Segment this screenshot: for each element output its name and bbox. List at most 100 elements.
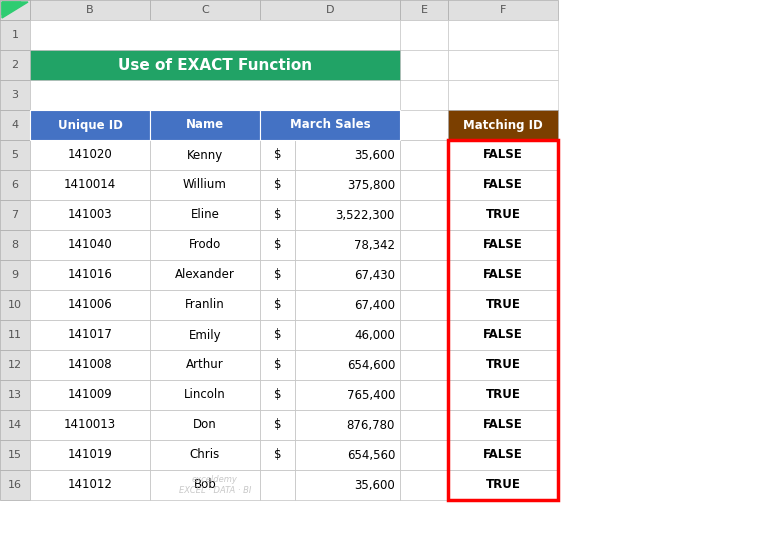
Text: 654,600: 654,600	[347, 358, 395, 371]
Text: 141019: 141019	[67, 448, 113, 461]
Bar	[150, 170, 260, 200]
Bar	[0, 110, 30, 140]
Bar	[150, 200, 260, 230]
Text: FALSE: FALSE	[483, 268, 523, 281]
Text: $: $	[274, 328, 281, 341]
Bar	[448, 140, 558, 500]
Text: 35,600: 35,600	[354, 479, 395, 492]
Bar	[400, 80, 448, 110]
Bar	[295, 170, 400, 200]
Text: $: $	[274, 448, 281, 461]
Text: $: $	[274, 178, 281, 191]
Bar	[448, 470, 558, 500]
Bar	[0, 20, 30, 50]
Text: FALSE: FALSE	[483, 418, 523, 431]
Bar	[30, 380, 150, 410]
Text: 7: 7	[12, 210, 18, 220]
Bar	[30, 140, 150, 170]
Text: Unique ID: Unique ID	[58, 119, 123, 132]
Bar	[295, 410, 400, 440]
Bar	[30, 200, 150, 230]
Bar	[0, 320, 30, 350]
Text: 141008: 141008	[67, 358, 112, 371]
Bar	[0, 260, 30, 290]
Bar	[30, 80, 400, 110]
Text: 14: 14	[8, 420, 22, 430]
Text: 3,522,300: 3,522,300	[336, 209, 395, 222]
Bar	[448, 0, 558, 20]
Bar	[150, 410, 260, 440]
Text: TRUE: TRUE	[486, 479, 521, 492]
Text: 3: 3	[12, 90, 18, 100]
Text: 78,342: 78,342	[354, 238, 395, 251]
Bar	[295, 440, 400, 470]
Text: 1410014: 1410014	[64, 178, 116, 191]
Text: 67,430: 67,430	[354, 268, 395, 281]
Bar	[448, 320, 558, 350]
Bar	[260, 200, 295, 230]
Text: FALSE: FALSE	[483, 178, 523, 191]
Text: FALSE: FALSE	[483, 328, 523, 341]
Bar	[260, 260, 295, 290]
Bar	[0, 440, 30, 470]
Bar	[150, 230, 260, 260]
Text: $: $	[274, 268, 281, 281]
Bar	[448, 380, 558, 410]
Text: $: $	[274, 299, 281, 312]
Text: Bob: Bob	[193, 479, 216, 492]
Bar	[295, 320, 400, 350]
Text: Alexander: Alexander	[175, 268, 235, 281]
Text: 876,780: 876,780	[347, 418, 395, 431]
Text: $: $	[274, 389, 281, 402]
Text: 13: 13	[8, 390, 22, 400]
Text: FALSE: FALSE	[483, 448, 523, 461]
Bar	[295, 470, 400, 500]
Bar	[260, 380, 295, 410]
Bar	[400, 320, 448, 350]
Bar	[30, 50, 400, 80]
Text: 141009: 141009	[67, 389, 113, 402]
Text: Franlin: Franlin	[185, 299, 225, 312]
Bar	[448, 230, 558, 260]
Text: Arthur: Arthur	[186, 358, 224, 371]
Bar	[260, 350, 295, 380]
Bar	[30, 410, 150, 440]
Text: 46,000: 46,000	[354, 328, 395, 341]
Text: Matching ID: Matching ID	[463, 119, 543, 132]
Bar	[448, 350, 558, 380]
Text: 2: 2	[12, 60, 18, 70]
Bar	[150, 320, 260, 350]
Text: 5: 5	[12, 150, 18, 160]
Bar	[30, 440, 150, 470]
Text: Eline: Eline	[190, 209, 219, 222]
Bar	[30, 470, 150, 500]
Text: TRUE: TRUE	[486, 358, 521, 371]
Text: Chris: Chris	[190, 448, 220, 461]
Text: 11: 11	[8, 330, 22, 340]
Text: 765,400: 765,400	[347, 389, 395, 402]
Text: D: D	[326, 5, 334, 15]
Polygon shape	[2, 2, 28, 18]
Bar	[448, 440, 558, 470]
Bar	[0, 350, 30, 380]
Text: FALSE: FALSE	[483, 149, 523, 162]
Bar	[150, 290, 260, 320]
Bar	[150, 0, 260, 20]
Bar	[0, 470, 30, 500]
Text: 8: 8	[12, 240, 18, 250]
Text: $: $	[274, 358, 281, 371]
Text: Frodo: Frodo	[189, 238, 221, 251]
Bar	[260, 440, 295, 470]
Text: B: B	[86, 5, 94, 15]
Bar	[400, 410, 448, 440]
Text: $: $	[274, 149, 281, 162]
Bar	[0, 380, 30, 410]
Text: exceldemy
EXCEL · DATA · BI: exceldemy EXCEL · DATA · BI	[179, 475, 251, 495]
Bar	[0, 50, 30, 80]
Bar	[448, 200, 558, 230]
Text: 141006: 141006	[67, 299, 113, 312]
Text: 141040: 141040	[67, 238, 113, 251]
Bar	[295, 200, 400, 230]
Bar	[0, 0, 30, 20]
Text: 16: 16	[8, 480, 22, 490]
